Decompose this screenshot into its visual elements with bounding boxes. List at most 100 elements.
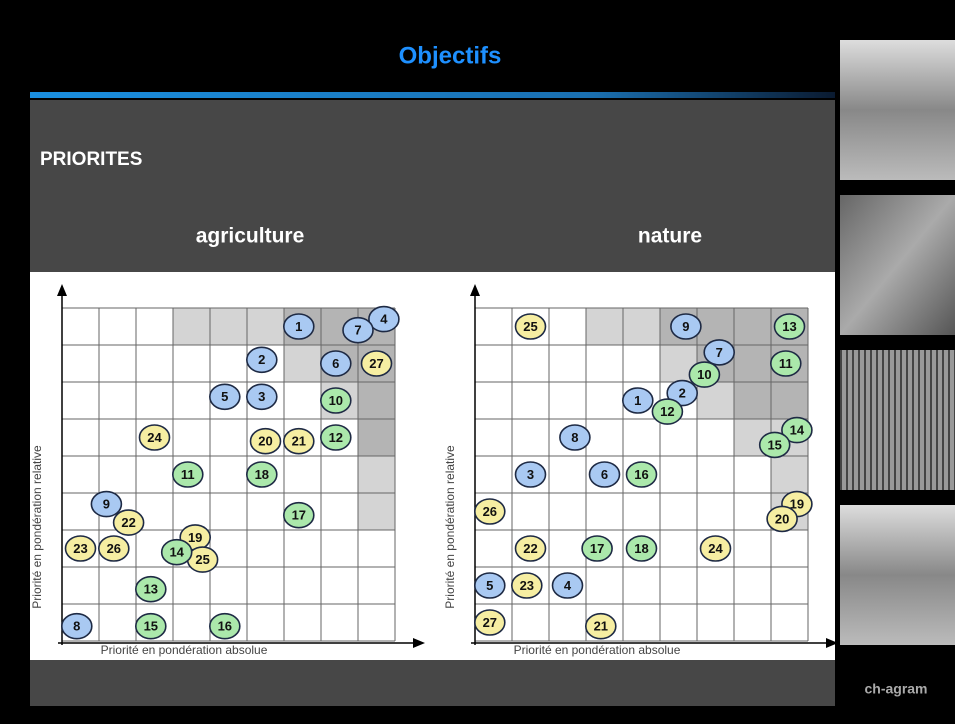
priority-cell: [358, 493, 395, 530]
bubble-label: 26: [107, 541, 121, 556]
bubble: [172, 461, 204, 488]
bubble-label: 8: [73, 619, 80, 634]
bubble-label: 14: [790, 423, 805, 438]
bubble-label: 13: [782, 319, 796, 334]
y-axis-label: Priorité en pondération relative: [30, 445, 44, 609]
bubble: [588, 461, 621, 488]
bubble-label: 10: [697, 367, 711, 382]
priority-cell: [623, 308, 660, 345]
bubble-label: 19: [790, 497, 804, 512]
bubble: [703, 339, 736, 366]
bubble-label: 25: [523, 319, 537, 334]
bubble: [98, 535, 130, 562]
footer-label: ch-agram: [864, 681, 927, 697]
bubble-label: 3: [527, 467, 534, 482]
bubble: [319, 424, 352, 451]
bubble-label: 11: [181, 467, 195, 482]
bubble-label: 5: [486, 578, 493, 593]
priority-cell: [247, 308, 284, 345]
bubble: [625, 535, 658, 562]
bubble-label: 1: [295, 319, 302, 334]
bubble-label: 6: [332, 356, 339, 371]
bubble: [319, 350, 352, 377]
bubble: [473, 609, 506, 636]
bubble: [473, 498, 506, 525]
priority-cell: [210, 308, 247, 345]
bubble-label: 25: [195, 552, 209, 567]
bubble-label: 20: [775, 511, 789, 526]
bubble-label: 23: [73, 541, 87, 556]
bubble-label: 24: [147, 430, 162, 445]
slide-title: Objectifs: [399, 42, 502, 69]
priority-cell: [358, 382, 395, 419]
bubble-label: 14: [169, 545, 184, 560]
bubble-label: 23: [520, 578, 534, 593]
arrow-head: [57, 284, 67, 296]
bubble: [758, 431, 791, 459]
bubble-label: 11: [779, 356, 793, 371]
bubble: [282, 501, 315, 529]
priority-cell: [771, 456, 808, 493]
bubble-label: 8: [571, 430, 578, 445]
bubble-label: 22: [121, 515, 135, 530]
bubble-label: 12: [660, 404, 674, 419]
x-axis-label: Priorité en pondération absolue: [101, 643, 268, 657]
bubble-label: 2: [258, 352, 265, 367]
bubble-label: 13: [144, 582, 158, 597]
priority-cell: [173, 308, 210, 345]
bubble: [135, 612, 167, 640]
bubble-label: 17: [590, 541, 604, 556]
bubble-label: 4: [564, 578, 572, 593]
bubble: [61, 612, 93, 640]
bubble: [249, 427, 282, 455]
priority-cell: [358, 419, 395, 456]
photo: [840, 505, 955, 645]
panel-title: nature: [638, 225, 702, 248]
bubble-label: 19: [188, 530, 202, 545]
bubble: [514, 535, 547, 562]
bubble: [342, 316, 374, 344]
y-axis-label: Priorité en pondération relative: [443, 445, 457, 609]
bubble: [559, 424, 591, 451]
bubble: [473, 572, 506, 599]
bubble: [64, 535, 97, 562]
bubble-label: 26: [483, 504, 497, 519]
photo: [840, 40, 955, 180]
bubble: [282, 427, 315, 455]
bubble-label: 15: [767, 437, 781, 452]
bubble: [245, 461, 278, 488]
bubble: [514, 313, 547, 340]
bubble: [360, 350, 393, 377]
bubble-label: 15: [144, 619, 158, 634]
bubble: [666, 379, 699, 407]
bubble: [245, 346, 278, 374]
bubble: [670, 313, 702, 340]
bubble: [773, 313, 806, 340]
bubble-label: 21: [594, 619, 608, 634]
section-title: PRIORITES: [40, 149, 142, 170]
bubble-label: 18: [255, 467, 269, 482]
bubble: [209, 612, 241, 640]
photo: [840, 350, 955, 490]
bubble-label: 16: [634, 467, 648, 482]
priority-cell: [358, 456, 395, 493]
bubble: [112, 509, 145, 536]
arrow-head: [413, 638, 425, 648]
x-axis-label: Priorité en pondération absolue: [514, 643, 681, 657]
bubble-label: 12: [329, 430, 343, 445]
bubble-label: 3: [258, 389, 265, 404]
bubble-label: 24: [708, 541, 723, 556]
priority-cell: [697, 308, 734, 345]
priority-cell: [771, 382, 808, 419]
bubble: [209, 383, 241, 411]
bubble-label: 5: [221, 389, 228, 404]
bubble-label: 22: [523, 541, 537, 556]
bubble: [245, 383, 278, 411]
bubble-label: 7: [354, 323, 361, 338]
bubble-label: 17: [292, 508, 306, 523]
arrow-head: [826, 638, 838, 648]
bubble: [368, 305, 400, 333]
bubble-label: 9: [682, 319, 689, 334]
bubble: [769, 350, 802, 377]
panel-title: agriculture: [196, 225, 305, 248]
